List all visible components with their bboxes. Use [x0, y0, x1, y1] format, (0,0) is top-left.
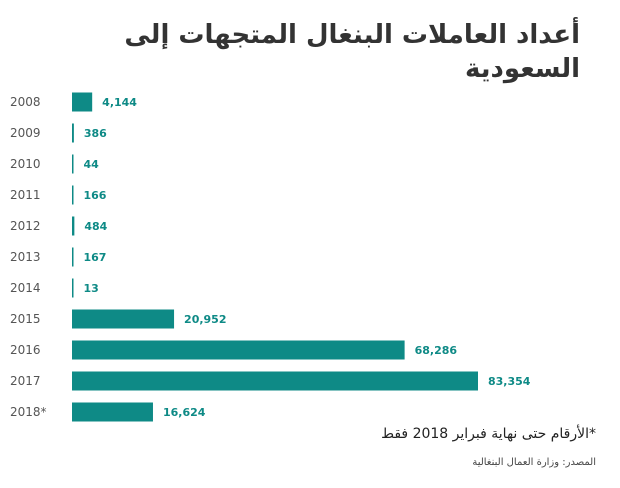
bar [72, 185, 74, 205]
y-tick-label: 2015 [10, 312, 41, 326]
bar [72, 247, 74, 267]
y-tick-label: 2010 [10, 157, 41, 171]
y-tick-label: 2016 [10, 343, 41, 357]
bar [72, 278, 74, 298]
y-tick-label: 2013 [10, 250, 41, 264]
source-note: المصدر: وزارة العمال البنغالية [472, 457, 596, 468]
data-label: 4,144 [102, 96, 137, 109]
bar [72, 154, 74, 174]
bar [72, 309, 175, 329]
data-label: 386 [84, 127, 107, 140]
data-label: 13 [84, 282, 99, 295]
bars-layer: 2008 4,144 2009 386 2010 44 2011 166 2012 484 2013… [10, 92, 531, 422]
bar [72, 123, 74, 143]
bar [72, 92, 93, 112]
data-label: 44 [84, 158, 100, 171]
data-label: 166 [84, 189, 107, 202]
data-label: 83,354 [488, 375, 531, 388]
data-label: 16,624 [163, 406, 206, 419]
data-label: 167 [84, 251, 107, 264]
y-tick-label: 2008 [10, 95, 41, 109]
bar [72, 216, 75, 236]
y-tick-label: 2017 [10, 374, 41, 388]
bar [72, 371, 478, 391]
y-tick-label: 2011 [10, 188, 41, 202]
y-tick-label: 2018* [10, 405, 47, 419]
data-label: 68,286 [415, 344, 458, 357]
y-tick-label: 2012 [10, 219, 41, 233]
footnote: *الأرقام حتى نهاية فبراير 2018 فقط [381, 426, 596, 442]
bar [72, 402, 153, 422]
chart-title: أعداد العاملات البنغال المتجهات إلى السع… [124, 20, 580, 84]
y-tick-label: 2014 [10, 281, 41, 295]
data-label: 484 [84, 220, 107, 233]
data-label: 20,952 [184, 313, 226, 326]
y-tick-label: 2009 [10, 126, 41, 140]
bar [72, 340, 405, 360]
